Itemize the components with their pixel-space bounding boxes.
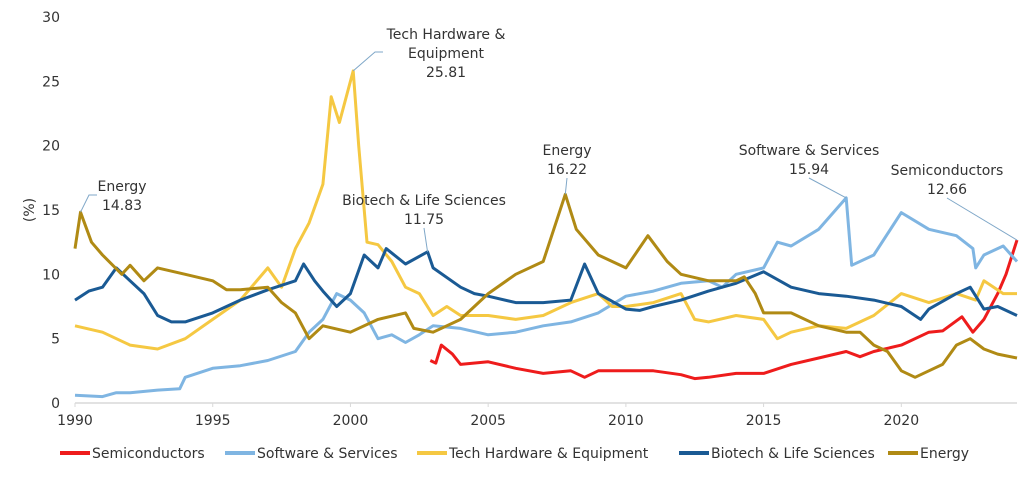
x-tick-label: 2000 (333, 413, 369, 429)
annotation-leader-line (946, 197, 1018, 241)
y-axis-label: (%) (22, 198, 38, 222)
y-tick-label: 15 (42, 203, 60, 219)
series-lines (73, 69, 1019, 399)
x-tick-label: 1990 (57, 413, 93, 429)
y-tick-label: 25 (42, 74, 60, 90)
annotation-leader-line (808, 177, 847, 199)
x-tick-label: 2010 (608, 413, 644, 429)
legend-label: Energy (920, 446, 969, 462)
annotation-text: Semiconductors (891, 163, 1004, 179)
x-tick-label: 2005 (470, 413, 506, 429)
series-line-biotech-life-sciences (74, 247, 1018, 324)
series-line-software-services (74, 196, 1019, 399)
annotation-text: 12.66 (927, 182, 967, 198)
annotation-text: Energy (542, 143, 591, 159)
legend-item: Software & Services (225, 446, 398, 462)
annotation-leader-line (423, 227, 429, 252)
x-tick-label: 1995 (195, 413, 231, 429)
annotation-leader-line (80, 194, 97, 213)
annotation-text: 25.81 (426, 65, 466, 81)
legend-item: Tech Hardware & Equipment (417, 446, 649, 462)
annotation: Tech Hardware & Equipment 25.81 (352, 27, 506, 81)
legend-item: Energy (888, 446, 969, 462)
axes: 0 5 10 15 20 25 30 1990 1995 2000 2005 2010 2015 2020 (42, 10, 1017, 429)
annotation: Software & Services 15.94 (739, 143, 880, 199)
series-line-semiconductors (429, 239, 1019, 381)
annotation-text: Energy (97, 179, 146, 195)
annotation: Energy 16.22 (542, 143, 592, 195)
annotation: Energy 14.83 (80, 179, 147, 214)
annotation-text: Biotech & Life Sciences (342, 193, 506, 209)
legend-label: Software & Services (257, 446, 398, 462)
legend-label: Tech Hardware & Equipment (448, 446, 649, 462)
y-tick-label: 20 (42, 139, 60, 155)
legend: Semiconductors Software & Services Tech Ha… (60, 446, 969, 462)
annotation-text: 11.75 (404, 212, 444, 228)
annotations: Energy 14.83 Tech Hardware & Equipment 25.81… (80, 27, 1018, 252)
x-tick-label: 2020 (883, 413, 919, 429)
annotation-leader-line (352, 51, 383, 72)
legend-item: Biotech & Life Sciences (679, 446, 875, 462)
legend-item: Semiconductors (60, 446, 205, 462)
x-tick-label: 2015 (746, 413, 782, 429)
legend-label: Semiconductors (92, 446, 205, 462)
annotation: Biotech & Life Sciences 11.75 (342, 193, 506, 252)
annotation-leader-line (564, 177, 568, 195)
legend-label: Biotech & Life Sciences (711, 446, 875, 462)
series-line-tech-hardware-equipment (74, 69, 1017, 351)
annotation-text: Tech Hardware & (386, 27, 506, 43)
annotation-text: Software & Services (739, 143, 880, 159)
y-tick-label: 30 (42, 10, 60, 26)
annotation-text: Equipment (408, 46, 485, 62)
y-tick-label: 0 (51, 396, 60, 412)
annotation-text: 15.94 (789, 162, 829, 178)
annotation-text: 16.22 (547, 162, 587, 178)
annotation-text: 14.83 (102, 198, 142, 214)
y-tick-label: 5 (51, 332, 60, 348)
y-tick-label: 10 (42, 267, 60, 283)
annotation: Semiconductors 12.66 (891, 163, 1018, 241)
